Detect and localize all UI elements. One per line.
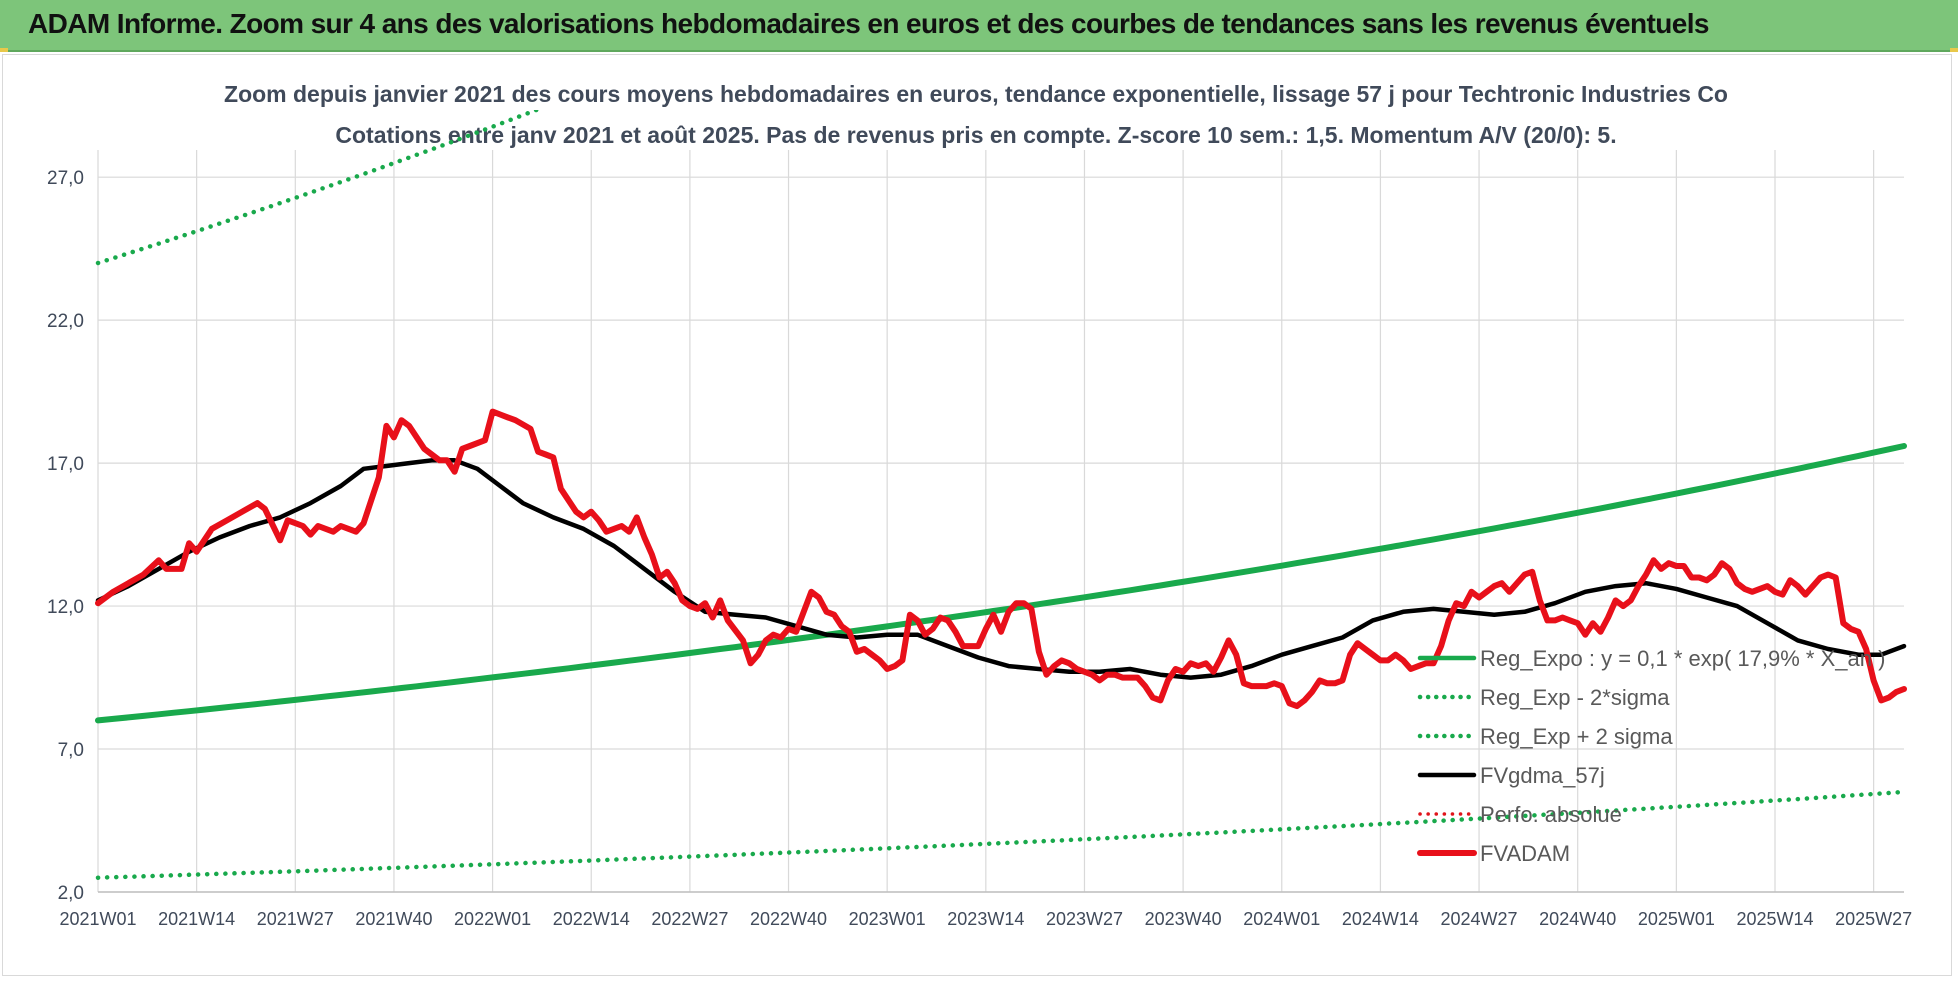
x-tick-label: 2021W01 — [59, 909, 136, 929]
legend-label: Reg_Exp - 2*sigma — [1480, 685, 1670, 710]
x-tick-label: 2023W14 — [947, 909, 1024, 929]
x-tick-label: 2021W14 — [158, 909, 235, 929]
legend-label: Reg_Exp + 2 sigma — [1480, 724, 1673, 749]
x-tick-label: 2023W27 — [1046, 909, 1123, 929]
x-tick-label: 2023W01 — [849, 909, 926, 929]
x-tick-label: 2024W27 — [1441, 909, 1518, 929]
chart-subtitle: Cotations entre janv 2021 et août 2025. … — [335, 122, 1616, 148]
chart-frame — [2, 54, 1952, 976]
series-line-3 — [95, 458, 1907, 680]
series-line-0 — [95, 443, 1907, 724]
y-tick-label: 7,0 — [58, 740, 84, 761]
legend-label: FVgdma_57j — [1480, 763, 1605, 788]
chart-titles: Zoom depuis janvier 2021 des cours moyen… — [224, 81, 1728, 148]
x-tick-label: 2024W14 — [1342, 909, 1419, 929]
x-tick-label: 2023W40 — [1145, 909, 1222, 929]
x-tick-label: 2021W27 — [257, 909, 334, 929]
legend-label: Perfo. absolue — [1480, 802, 1622, 827]
x-tick-label: 2022W27 — [651, 909, 728, 929]
series-line-2 — [95, 110, 543, 266]
x-tick-label: 2024W40 — [1539, 909, 1616, 929]
series-group — [95, 110, 1907, 880]
legend-label: Reg_Expo : y = 0,1 * exp( 17,9% * X_an ) — [1480, 646, 1885, 671]
chart-title: Zoom depuis janvier 2021 des cours moyen… — [224, 81, 1728, 107]
x-tick-label: 2025W01 — [1638, 909, 1715, 929]
series-line-5 — [95, 408, 1907, 710]
y-tick-label: 12,0 — [47, 597, 84, 618]
y-tick-label: 22,0 — [47, 311, 84, 332]
y-tick-label: 2,0 — [58, 883, 84, 904]
y-axis: 2,0 7,0 12,0 17,0 22,0 27,0 — [47, 168, 84, 904]
x-tick-label: 2022W14 — [553, 909, 630, 929]
banner-title: ADAM Informe. Zoom sur 4 ans des valoris… — [28, 8, 1709, 39]
x-tick-label: 2022W01 — [454, 909, 531, 929]
x-tick-label: 2022W40 — [750, 909, 827, 929]
x-tick-label: 2021W40 — [355, 909, 432, 929]
grid — [97, 150, 1904, 893]
banner: ADAM Informe. Zoom sur 4 ans des valoris… — [0, 0, 1958, 52]
legend: Reg_Expo : y = 0,1 * exp( 17,9% * X_an )… — [1417, 646, 1885, 866]
series-line-1 — [95, 789, 1907, 880]
x-tick-label: 2025W27 — [1835, 909, 1912, 929]
y-tick-label: 17,0 — [47, 454, 84, 475]
edge-mark-right — [1950, 48, 1958, 52]
y-tick-label: 27,0 — [47, 168, 84, 189]
edge-mark-left — [0, 48, 8, 52]
x-tick-label: 2025W14 — [1736, 909, 1813, 929]
legend-label: FVADAM — [1480, 841, 1570, 866]
x-tick-label: 2024W01 — [1243, 909, 1320, 929]
x-axis: 2021W01 2021W14 2021W27 2021W40 2022W01 2022W… — [59, 909, 1912, 929]
